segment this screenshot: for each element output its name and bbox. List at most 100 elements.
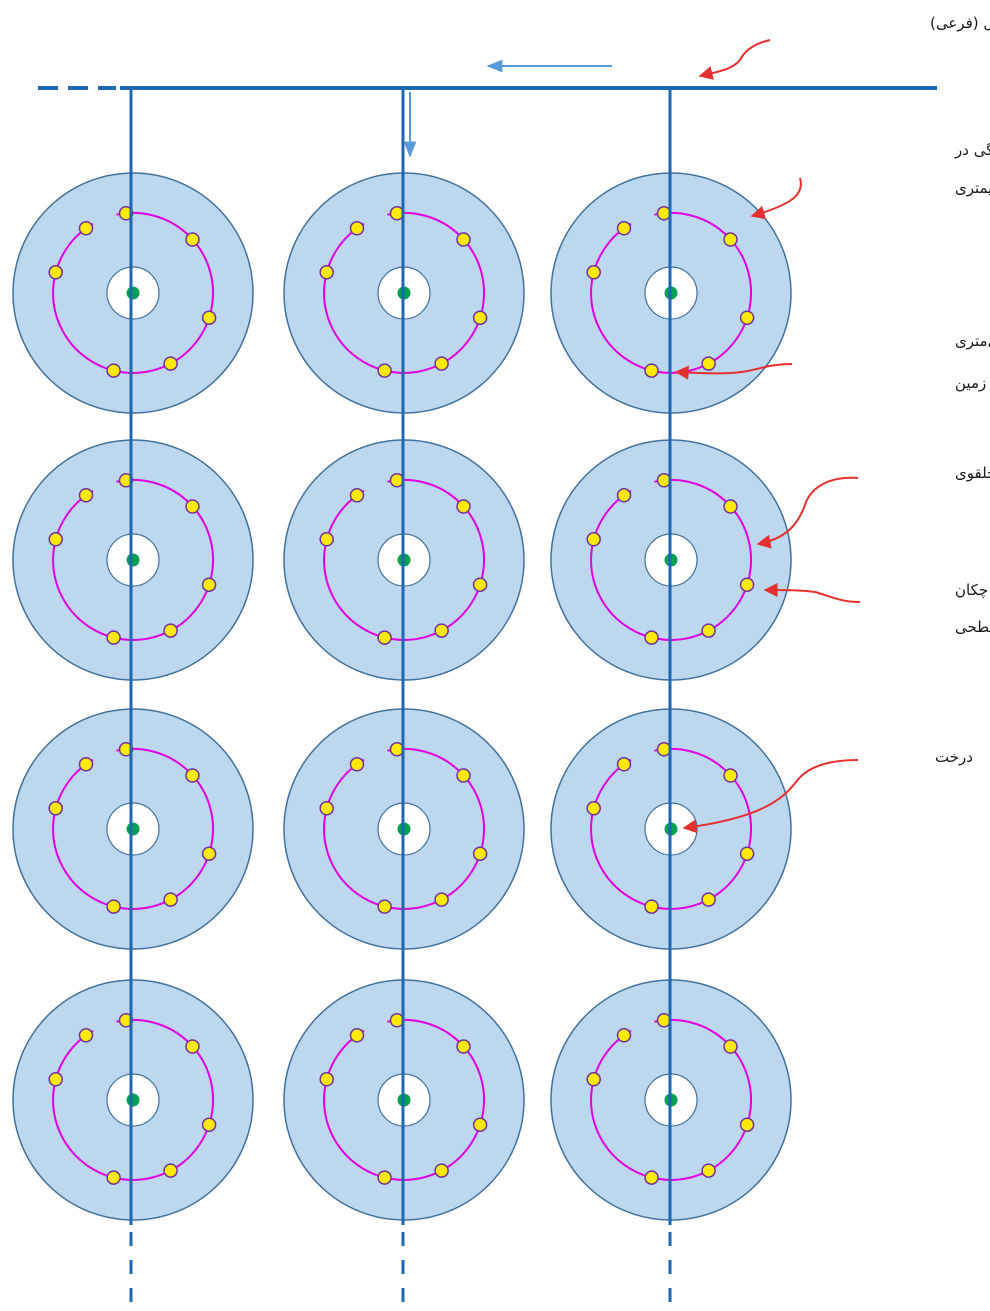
tree	[126, 822, 140, 836]
dripper	[644, 363, 659, 378]
dripper	[644, 1170, 659, 1185]
ring-pipe	[590, 211, 753, 374]
label-surface-pipe-line2: بر روی سطح زمین	[955, 374, 990, 392]
callout-arrow-dripper	[763, 583, 861, 603]
tree-unit	[12, 172, 254, 414]
dripper	[701, 1163, 716, 1178]
dripper	[739, 310, 755, 325]
ring-pipe	[323, 1018, 486, 1181]
dripper	[48, 265, 63, 280]
dripper	[201, 577, 217, 592]
dripper	[201, 1117, 217, 1132]
dripper	[349, 221, 365, 236]
dripper	[78, 1028, 94, 1043]
dripper	[78, 757, 94, 772]
ring-pipe	[52, 747, 215, 910]
tree-unit	[12, 439, 254, 681]
dripper	[616, 757, 632, 772]
dripper	[349, 1028, 365, 1043]
dripper	[586, 265, 601, 280]
dripper	[163, 1163, 178, 1178]
ring-pipe	[590, 747, 753, 910]
label-ring-pipe: لوله حلقوی	[955, 464, 990, 482]
dripper	[349, 757, 365, 772]
ring-pipe	[590, 1018, 753, 1181]
label-wetted-area-line1: سطح خیس شدگی در	[954, 141, 990, 159]
dripper	[701, 623, 716, 638]
tree-unit	[12, 979, 254, 1221]
dripper	[644, 899, 659, 914]
ring-pipe	[52, 478, 215, 641]
dripper	[78, 488, 94, 503]
dripper	[434, 623, 449, 638]
dripper	[201, 310, 217, 325]
dripper	[456, 768, 471, 783]
surface-pipes	[129, 88, 672, 1305]
dripper	[201, 846, 217, 861]
dripper	[644, 630, 659, 645]
dripper	[616, 488, 632, 503]
label-dripper-line1: قطره چکان	[955, 581, 990, 599]
tree-unit	[12, 708, 254, 950]
dripper	[377, 1170, 392, 1185]
dripper	[106, 363, 121, 378]
tree	[126, 286, 140, 300]
dripper	[319, 265, 334, 280]
callout-arrow-ring-pipe	[756, 476, 859, 549]
label-lateral-pipe: لوله لاترال (فرعی)	[930, 14, 990, 32]
dripper	[106, 899, 121, 914]
dripper	[723, 499, 738, 514]
dripper	[78, 221, 94, 236]
dripper	[185, 1039, 200, 1054]
dripper	[185, 768, 200, 783]
ring-pipe	[323, 747, 486, 910]
dripper	[472, 577, 488, 592]
dripper	[456, 232, 471, 247]
dripper	[319, 532, 334, 547]
dripper	[616, 221, 632, 236]
label-tree: درخت	[935, 748, 973, 766]
dripper	[456, 499, 471, 514]
dripper	[701, 892, 716, 907]
dripper	[106, 630, 121, 645]
dripper	[586, 532, 601, 547]
dripper	[319, 801, 334, 816]
dripper	[472, 1117, 488, 1132]
dripper	[723, 768, 738, 783]
dripper	[616, 1028, 632, 1043]
dripper	[349, 488, 365, 503]
dripper	[434, 356, 449, 371]
callout-arrow-lateral	[698, 39, 771, 80]
label-dripper-line2: روی سطحی	[955, 618, 990, 636]
dripper	[377, 630, 392, 645]
dripper	[472, 846, 488, 861]
dripper	[185, 499, 200, 514]
dripper	[472, 310, 488, 325]
dripper	[48, 532, 63, 547]
dripper	[434, 1163, 449, 1178]
tree	[126, 1093, 140, 1107]
dripper	[586, 1072, 601, 1087]
dripper	[701, 356, 716, 371]
dripper	[319, 1072, 334, 1087]
tree	[126, 553, 140, 567]
dripper	[434, 892, 449, 907]
ring-pipe	[323, 478, 486, 641]
dripper	[586, 801, 601, 816]
callout-arrow-wetted-area	[750, 177, 802, 220]
ring-pipe	[52, 1018, 215, 1181]
label-surface-pipe-line1: لوله ۱۶ تا ۲۰ میلی‌متری	[955, 332, 990, 350]
ring-pipe	[323, 211, 486, 374]
dripper	[106, 1170, 121, 1185]
dripper	[163, 892, 178, 907]
dripper	[723, 1039, 738, 1054]
callout-arrow-surface-pipe	[674, 363, 793, 380]
dripper	[739, 846, 755, 861]
dripper	[723, 232, 738, 247]
label-wetted-area-line2: عمق ۲۰ سانتیمتری	[955, 179, 990, 197]
dripper	[163, 356, 178, 371]
dripper	[185, 232, 200, 247]
dripper	[377, 899, 392, 914]
ring-pipe	[590, 478, 753, 641]
